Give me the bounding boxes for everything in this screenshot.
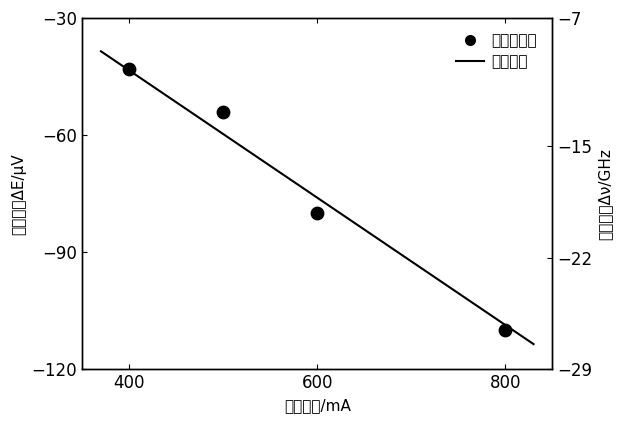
Legend: 实验测量値, 线性拟合: 实验测量値, 线性拟合 <box>449 26 545 77</box>
Point <box>124 65 134 72</box>
Y-axis label: 模式劳裂Δν/GHz: 模式劳裂Δν/GHz <box>598 148 613 240</box>
Point <box>500 327 510 334</box>
X-axis label: 注入电流/mA: 注入电流/mA <box>284 398 351 413</box>
Y-axis label: 模式劳裂ΔE/μV: 模式劳裂ΔE/μV <box>11 153 26 234</box>
Point <box>312 210 322 217</box>
Point <box>218 109 228 115</box>
